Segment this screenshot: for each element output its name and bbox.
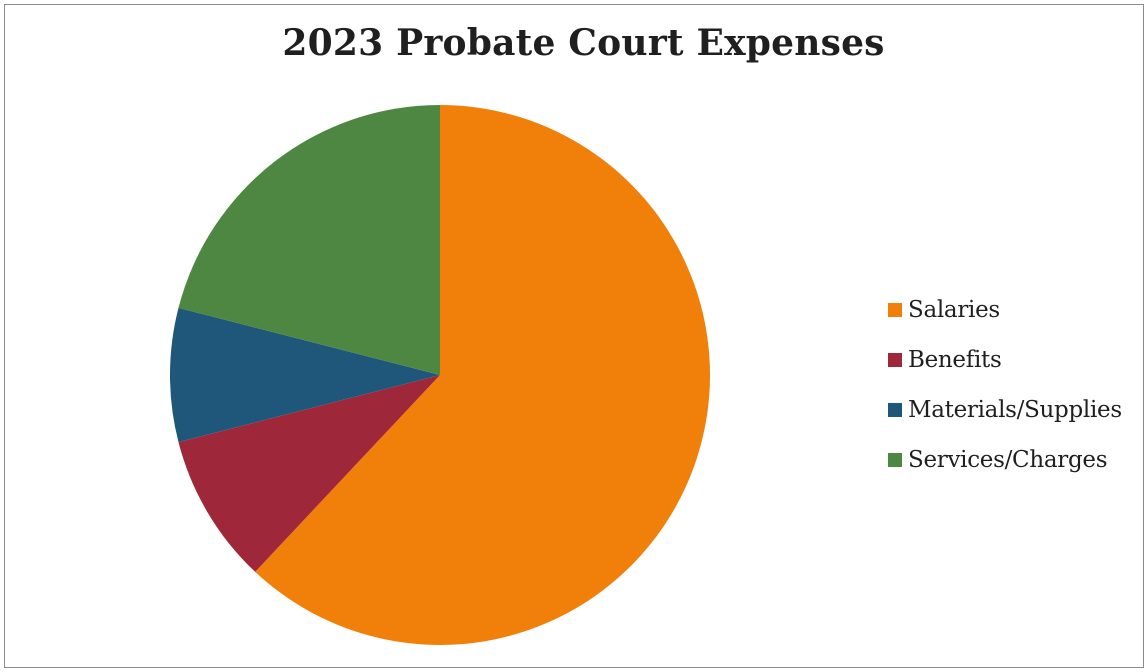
legend-swatch-salaries — [888, 303, 902, 317]
legend-item-services-charges: Services/Charges — [888, 435, 1143, 485]
legend-item-materials-supplies: Materials/Supplies — [888, 385, 1143, 435]
legend-swatch-benefits — [888, 353, 902, 367]
pie-slice-materials-supplies — [169, 307, 440, 443]
legend-item-salaries: Salaries — [888, 285, 1143, 335]
legend-item-benefits: Benefits — [888, 335, 1143, 385]
pie-slice-benefits — [178, 375, 441, 572]
chart-title: 2023 Probate Court Expenses — [282, 22, 885, 64]
legend-label-materials-supplies: Materials/Supplies — [908, 397, 1122, 423]
legend: Salaries Benefits Materials/Supplies Servic… — [888, 285, 1143, 485]
legend-label-services-charges: Services/Charges — [908, 447, 1108, 473]
pie-slice-salaries — [255, 105, 710, 645]
legend-swatch-services-charges — [888, 453, 902, 467]
pie-slice-services-charges — [178, 105, 441, 375]
legend-swatch-materials-supplies — [888, 403, 902, 417]
legend-label-salaries: Salaries — [908, 297, 1000, 323]
legend-label-benefits: Benefits — [908, 347, 1002, 373]
